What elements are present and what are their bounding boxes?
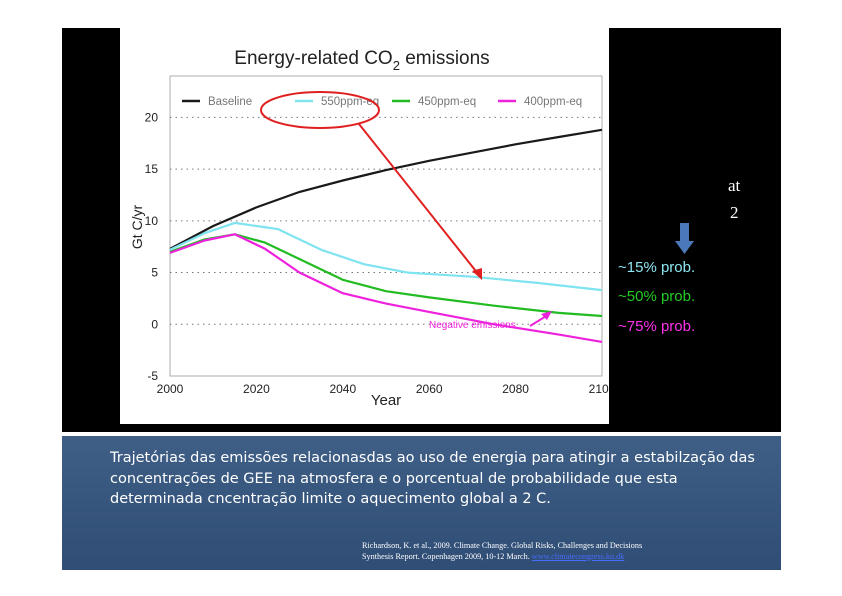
y-tick-label: 10: [145, 214, 159, 228]
plot-frame: [169, 75, 603, 377]
x-tick-label: 2020: [243, 382, 270, 396]
y-tick-label: 5: [151, 266, 158, 280]
y-tick-labels: -5 0 5 10 15 20: [145, 110, 159, 383]
chart-title: Energy-related CO2 emissions: [234, 48, 489, 73]
annotation-negative-emissions: Negative emissions: [429, 320, 516, 331]
chart-title-sub: 2: [393, 58, 400, 73]
peek-text-2: 2: [730, 203, 739, 222]
highlight-arrow: [358, 123, 480, 276]
legend: Baseline 550ppm-eq 450ppm-eq 400ppm-eq: [182, 96, 582, 108]
series-line-3: [169, 233, 603, 343]
x-tick-label: 2100: [589, 382, 609, 396]
y-tick-label: 15: [145, 162, 159, 176]
y-axis-label: Gt C/yr: [129, 205, 145, 250]
x-tick-label: 2060: [416, 382, 443, 396]
highlight-ellipse: [260, 91, 380, 129]
legend-label: 550ppm-eq: [321, 96, 379, 108]
citation-text: Synthesis Report. Copenhagen 2009, 10-12…: [362, 551, 530, 561]
chart-card: Energy-related CO2 emissions -5 0 5 10 15 20 …: [120, 28, 609, 424]
x-tick-label: 2040: [329, 382, 356, 396]
legend-label: 450ppm-eq: [418, 96, 476, 108]
annotation-arrow-head: [541, 311, 552, 320]
citation-line-1: Richardson, K. et al., 2009. Climate Cha…: [362, 541, 643, 550]
legend-label: 400ppm-eq: [524, 96, 582, 108]
highlight-arrow-head: [472, 268, 482, 280]
emissions-chart: Energy-related CO2 emissions -505101520 …: [129, 48, 609, 409]
citation: Richardson, K. et al., 2009. Climate Cha…: [362, 541, 642, 562]
y-tick-label: 0: [151, 317, 158, 331]
x-tick-label: 2080: [502, 382, 529, 396]
x-axis-label: Year: [371, 392, 401, 409]
chart-title-main: Energy-related CO: [234, 48, 392, 69]
chart-title-tail: emissions: [400, 48, 490, 69]
caption-text: Trajetórias das emissões relacionasdas a…: [110, 450, 755, 507]
citation-line-2: Synthesis Report. Copenhagen 2009, 10-12…: [362, 552, 642, 563]
series-lines: [169, 128, 603, 343]
x-tick-labels: 2000 2020 2040 2060 2080 2100: [157, 382, 609, 396]
grid-lines: [170, 116, 602, 325]
caption-band: Trajetórias das emissões relacionasdas a…: [62, 434, 781, 570]
y-tick-label: -5: [147, 369, 158, 383]
series-line-1: [169, 221, 603, 292]
y-tick-label: 20: [145, 110, 159, 124]
citation-link[interactable]: www.climatecongress.ku.dk: [531, 551, 625, 561]
x-tick-label: 2000: [157, 382, 184, 396]
legend-label: Baseline: [208, 96, 252, 108]
series-line-0: [169, 128, 603, 250]
peek-text-1: at: [728, 176, 741, 195]
annotations: Negative emissions: [429, 311, 552, 331]
